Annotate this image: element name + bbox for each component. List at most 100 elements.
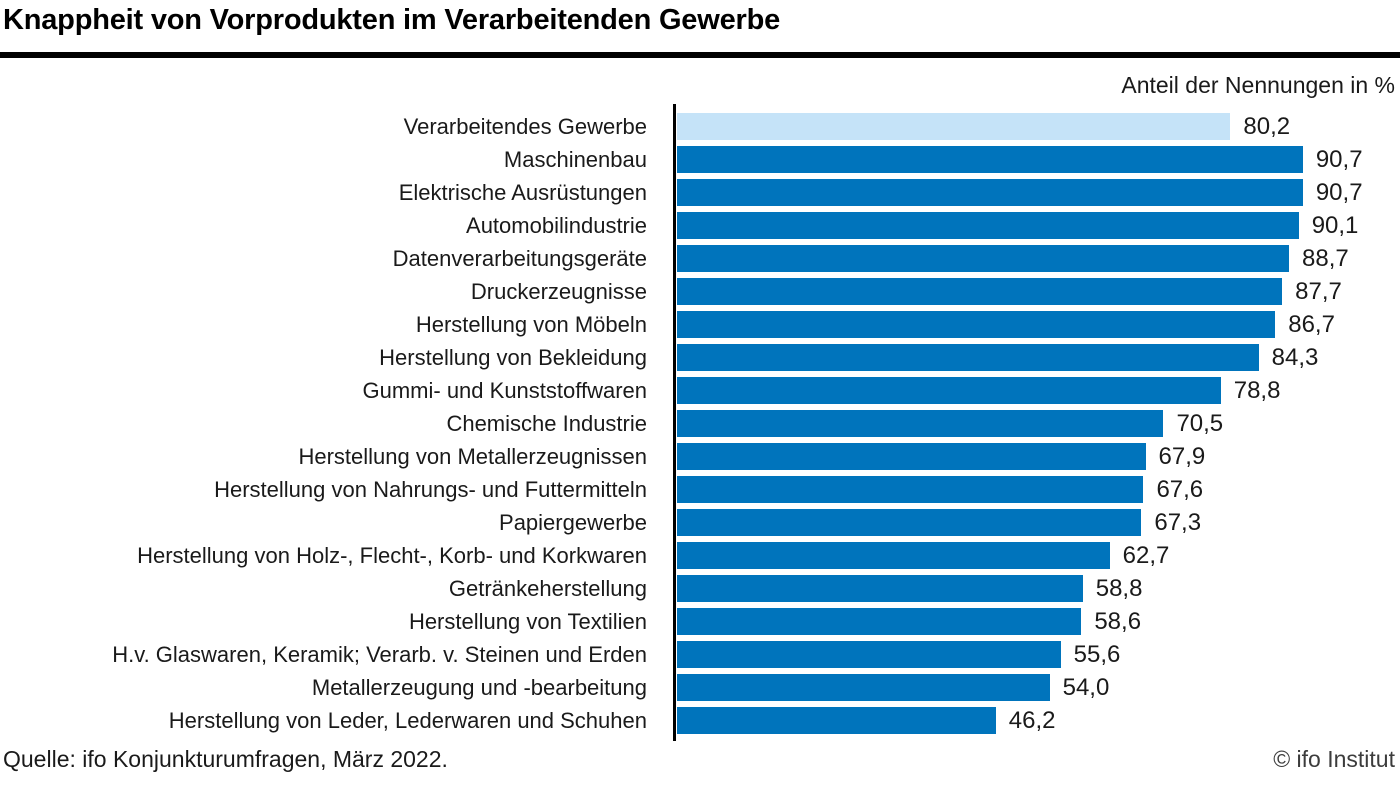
category-label: Herstellung von Nahrungs- und Futtermitt… <box>214 477 647 502</box>
category-label: Herstellung von Textilien <box>408 609 647 634</box>
value-label: 46,2 <box>1008 707 1056 734</box>
value-label: 90,1 <box>1311 212 1359 239</box>
bar-area: 67,3 <box>677 506 1400 539</box>
chart-row: Automobilindustrie 90,1 <box>0 209 1400 242</box>
bar-area: 58,6 <box>677 605 1400 638</box>
chart-row: Herstellung von Metallerzeugnissen 67,9 <box>0 440 1400 473</box>
bar <box>677 377 1221 404</box>
value-label: 67,6 <box>1156 476 1204 503</box>
bar <box>677 674 1050 701</box>
value-label: 58,6 <box>1094 608 1142 635</box>
chart-row: Getränkeherstellung 58,8 <box>0 572 1400 605</box>
bar <box>677 410 1164 437</box>
value-label: 54,0 <box>1062 674 1110 701</box>
chart-row: Herstellung von Textilien 58,6 <box>0 605 1400 638</box>
bar <box>677 146 1303 173</box>
bar-area: 67,6 <box>677 473 1400 506</box>
chart-row: Druckerzeugnisse 87,7 <box>0 275 1400 308</box>
value-label: 67,3 <box>1154 509 1202 536</box>
bar <box>677 575 1083 602</box>
bar-area: 80,2 <box>677 110 1400 143</box>
y-axis-line <box>673 104 676 741</box>
bar-area: 78,8 <box>677 374 1400 407</box>
bar <box>677 311 1276 338</box>
value-label: 90,7 <box>1315 146 1363 173</box>
horizontal-bar-chart: Verarbeitendes Gewerbe 80,2 Maschinenbau… <box>0 110 1400 737</box>
axis-unit-label: Anteil der Nennungen in % <box>1121 72 1395 98</box>
bar <box>677 641 1061 668</box>
bar <box>677 113 1231 140</box>
source-note: Quelle: ifo Konjunkturumfragen, März 202… <box>3 746 448 772</box>
category-label: Metallerzeugung und -bearbeitung <box>311 675 647 700</box>
chart-row: Chemische Industrie 70,5 <box>0 407 1400 440</box>
category-label: Herstellung von Leder, Lederwaren und Sc… <box>168 708 647 733</box>
bar <box>677 707 996 734</box>
bar <box>677 542 1110 569</box>
bar-area: 84,3 <box>677 341 1400 374</box>
bar <box>677 443 1146 470</box>
value-label: 87,7 <box>1295 278 1342 305</box>
title-divider-rule <box>0 52 1400 58</box>
bar <box>677 509 1142 536</box>
bar-area: 55,6 <box>677 638 1400 671</box>
category-label: Gummi- und Kunststoffwaren <box>362 378 648 403</box>
copyright-note: © ifo Institut <box>1273 746 1395 772</box>
category-label: Chemische Industrie <box>446 411 647 436</box>
category-label: Herstellung von Möbeln <box>415 312 647 337</box>
bar-area: 90,1 <box>677 209 1400 242</box>
value-label: 62,7 <box>1122 542 1170 569</box>
chart-row: Datenverarbeitungsgeräte 88,7 <box>0 242 1400 275</box>
chart-row: Herstellung von Möbeln 86,7 <box>0 308 1400 341</box>
chart-row: Herstellung von Bekleidung 84,3 <box>0 341 1400 374</box>
category-label: Herstellung von Holz-, Flecht-, Korb- un… <box>137 543 647 568</box>
bar <box>677 344 1259 371</box>
bar <box>677 608 1082 635</box>
category-label: Automobilindustrie <box>466 213 647 238</box>
bar <box>677 212 1299 239</box>
bar-area: 46,2 <box>677 704 1400 737</box>
bar <box>677 476 1144 503</box>
bar-area: 88,7 <box>677 242 1400 275</box>
category-label: Maschinenbau <box>503 147 647 172</box>
bar-area: 70,5 <box>677 407 1400 440</box>
chart-row: Herstellung von Holz-, Flecht-, Korb- un… <box>0 539 1400 572</box>
chart-row: Herstellung von Nahrungs- und Futtermitt… <box>0 473 1400 506</box>
bar-area: 86,7 <box>677 308 1400 341</box>
value-label: 78,8 <box>1233 377 1281 404</box>
bar <box>677 278 1283 305</box>
value-label: 80,2 <box>1243 113 1291 140</box>
bar-area: 67,9 <box>677 440 1400 473</box>
page-title: Knappheit von Vorprodukten im Verarbeite… <box>3 4 781 36</box>
category-label: Druckerzeugnisse <box>470 279 647 304</box>
category-label: Herstellung von Metallerzeugnissen <box>298 444 647 469</box>
value-label: 70,5 <box>1176 410 1224 437</box>
category-label: Herstellung von Bekleidung <box>379 345 647 370</box>
value-label: 67,9 <box>1158 443 1206 470</box>
chart-row: Gummi- und Kunststoffwaren 78,8 <box>0 374 1400 407</box>
category-label: Elektrische Ausrüstungen <box>398 180 647 205</box>
bar <box>677 179 1303 206</box>
chart-row: Papiergewerbe 67,3 <box>0 506 1400 539</box>
category-label: Papiergewerbe <box>499 510 647 535</box>
value-label: 55,6 <box>1073 641 1121 668</box>
chart-row: Metallerzeugung und -bearbeitung 54,0 <box>0 671 1400 704</box>
value-label: 58,8 <box>1095 575 1143 602</box>
chart-row: Herstellung von Leder, Lederwaren und Sc… <box>0 704 1400 737</box>
bar-area: 90,7 <box>677 143 1400 176</box>
chart-row: Elektrische Ausrüstungen 90,7 <box>0 176 1400 209</box>
category-label: Verarbeitendes Gewerbe <box>403 114 647 139</box>
value-label: 86,7 <box>1288 311 1335 338</box>
value-label: 90,7 <box>1315 179 1363 206</box>
chart-row: H.v. Glaswaren, Keramik; Verarb. v. Stei… <box>0 638 1400 671</box>
bar <box>677 245 1290 272</box>
bar-area: 90,7 <box>677 176 1400 209</box>
category-label: Getränkeherstellung <box>448 576 647 601</box>
bar-area: 87,7 <box>677 275 1400 308</box>
chart-row: Verarbeitendes Gewerbe 80,2 <box>0 110 1400 143</box>
bar-area: 62,7 <box>677 539 1400 572</box>
value-label: 84,3 <box>1271 344 1319 371</box>
chart-row: Maschinenbau 90,7 <box>0 143 1400 176</box>
category-label: H.v. Glaswaren, Keramik; Verarb. v. Stei… <box>112 642 647 667</box>
value-label: 88,7 <box>1302 245 1349 272</box>
